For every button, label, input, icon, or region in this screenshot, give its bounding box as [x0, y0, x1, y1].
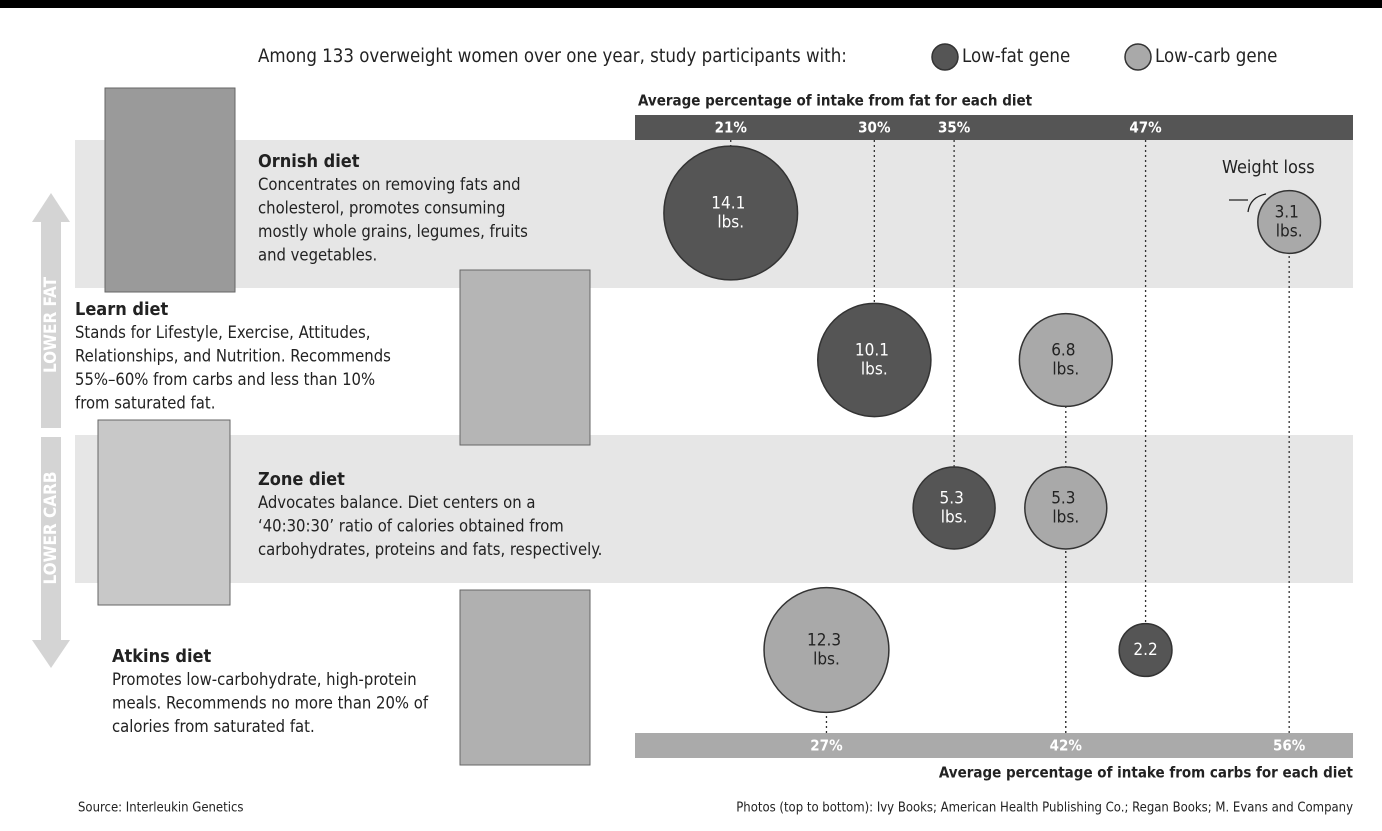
diet-description: ‘40:30:30’ ratio of calories obtained fr…	[258, 517, 564, 536]
legend-label: Low-fat gene	[962, 46, 1070, 67]
diet-description: calories from saturated fat.	[112, 717, 315, 736]
legend-swatch	[932, 44, 958, 70]
x-tick-label: 47%	[1129, 119, 1162, 137]
arrow-label: LOWER CARB	[41, 471, 61, 584]
value-label: 3.1 lbs.	[1275, 203, 1304, 242]
x-tick-label: 27%	[810, 737, 843, 755]
diet-description: mostly whole grains, legumes, fruits	[258, 222, 528, 241]
chart: LOWER FAT LOWER CARB Among 133 overweigh…	[0, 0, 1382, 831]
value-label: 6.8 lbs.	[1051, 341, 1080, 380]
top-rule	[0, 0, 1382, 8]
arrow-label: LOWER FAT	[41, 276, 61, 373]
x-tick-label: 56%	[1273, 737, 1306, 755]
fat-axis-title: Average percentage of intake from fat fo…	[638, 92, 1033, 110]
diet-description: Promotes low-carbohydrate, high-protein	[112, 670, 417, 689]
book-cover	[460, 270, 590, 445]
credits: Photos (top to bottom): Ivy Books; Ameri…	[736, 801, 1353, 816]
diet-description: and vegetables.	[258, 246, 377, 265]
diet-description: cholesterol, promotes consuming	[258, 199, 505, 218]
diet-description: meals. Recommends no more than 20% of	[112, 694, 429, 713]
diet-description: Concentrates on removing fats and	[258, 175, 521, 194]
legend-intro: Among 133 overweight women over one year…	[258, 46, 847, 67]
value-label: 2.2	[1133, 640, 1157, 660]
diet-description: Stands for Lifestyle, Exercise, Attitude…	[75, 323, 370, 342]
carb-axis-bar	[635, 733, 1353, 758]
source: Source: Interleukin Genetics	[78, 801, 244, 816]
book-cover	[105, 88, 235, 292]
legend-swatch	[1125, 44, 1151, 70]
x-tick-label: 42%	[1050, 737, 1083, 755]
diet-description: carbohydrates, proteins and fats, respec…	[258, 540, 602, 559]
x-tick-label: 35%	[938, 119, 971, 137]
value-label: 5.3 lbs.	[940, 489, 969, 528]
annotation: Weight loss	[1222, 157, 1315, 178]
diet-name: Ornish diet	[258, 151, 360, 172]
diet-name: Atkins diet	[112, 646, 212, 667]
book-cover	[98, 420, 230, 605]
book-cover	[460, 590, 590, 765]
diet-description: from saturated fat.	[75, 394, 215, 413]
carb-axis-title: Average percentage of intake from carbs …	[939, 764, 1354, 782]
diet-description: Advocates balance. Diet centers on a	[258, 493, 535, 512]
legend-label: Low-carb gene	[1155, 46, 1277, 67]
diet-name: Zone diet	[258, 469, 345, 490]
diet-description: 55%–60% from carbs and less than 10%	[75, 370, 375, 389]
diet-description: Relationships, and Nutrition. Recommends	[75, 347, 391, 366]
diet-name: Learn diet	[75, 299, 169, 320]
value-label: 5.3 lbs.	[1051, 489, 1080, 528]
x-tick-label: 30%	[858, 119, 891, 137]
page: LOWER FAT LOWER CARB Among 133 overweigh…	[0, 0, 1382, 831]
x-tick-label: 21%	[715, 119, 748, 137]
